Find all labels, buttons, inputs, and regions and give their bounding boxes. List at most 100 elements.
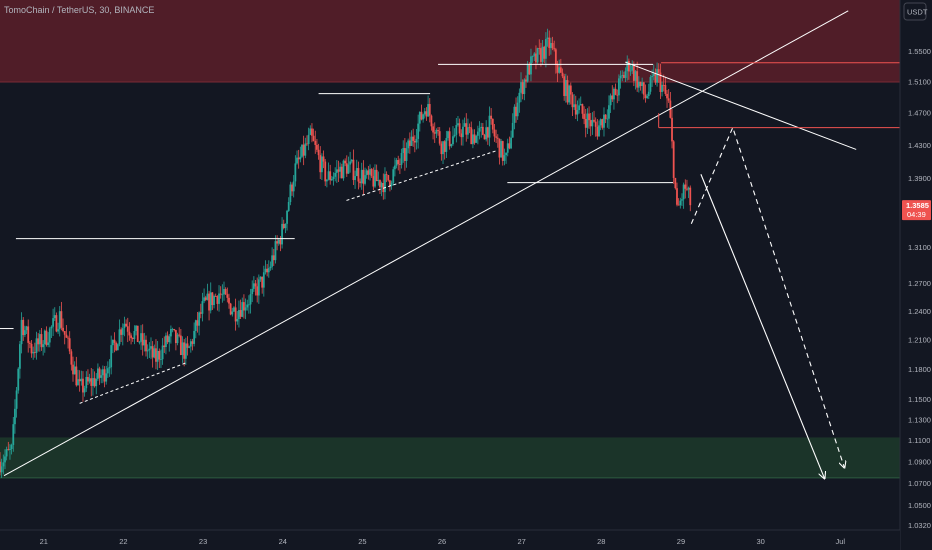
candle-body xyxy=(478,128,481,132)
candle-body xyxy=(588,113,590,121)
candles-layer xyxy=(0,28,692,478)
time-tick-label: 26 xyxy=(438,537,446,546)
time-tick-label: 23 xyxy=(199,537,207,546)
candle-body xyxy=(674,177,677,189)
candle-body xyxy=(188,346,191,348)
resistance-zone xyxy=(0,0,900,82)
candle-body xyxy=(566,80,569,103)
candle-body xyxy=(203,297,205,302)
candle-body xyxy=(443,141,446,152)
candle-body xyxy=(498,138,501,158)
candle-body xyxy=(394,165,396,170)
candle-body xyxy=(246,304,249,308)
candle-body xyxy=(279,239,282,245)
candle-body xyxy=(402,148,405,153)
candle-body xyxy=(423,111,426,115)
countdown-label: 04:39 xyxy=(907,210,926,219)
candle-body xyxy=(307,134,310,145)
dashed-line xyxy=(346,149,498,201)
candle-body xyxy=(60,311,63,328)
candle-body xyxy=(7,449,10,451)
candle-body xyxy=(408,140,411,146)
candle-body xyxy=(306,143,308,145)
candle-body xyxy=(252,283,255,289)
candle-body xyxy=(312,135,315,141)
price-tick-label: 1.2700 xyxy=(908,279,931,288)
candle-body xyxy=(274,241,277,261)
candle-body xyxy=(369,169,371,175)
candle-body xyxy=(553,48,556,50)
candle-body xyxy=(523,79,526,95)
candle-body xyxy=(535,53,537,63)
candle-body xyxy=(520,82,522,93)
candle-body xyxy=(211,292,214,306)
candle-body xyxy=(390,182,393,186)
candle-body xyxy=(410,136,413,146)
candle-body xyxy=(364,175,366,184)
candle-body xyxy=(387,175,390,181)
candle-body xyxy=(667,98,670,101)
candle-body xyxy=(28,342,31,344)
candle-body xyxy=(584,118,587,128)
candle-body xyxy=(111,339,114,346)
price-axis-bg xyxy=(900,0,932,550)
candle-body xyxy=(442,141,444,155)
price-axis[interactable]: 1.55001.51001.47001.43001.39001.35001.31… xyxy=(899,0,932,550)
candle-body xyxy=(294,163,297,182)
candle-body xyxy=(672,141,675,178)
candle-body xyxy=(385,174,388,176)
price-tick-label: 1.2400 xyxy=(908,307,931,316)
candle-body xyxy=(55,315,58,332)
candle-body xyxy=(462,126,464,138)
candle-body xyxy=(43,330,46,345)
last-price-label: 1.3585 xyxy=(906,201,929,210)
candle-body xyxy=(636,71,639,88)
candle-body xyxy=(496,137,499,139)
candle-body xyxy=(632,65,635,81)
candle-body xyxy=(148,348,151,351)
candle-body xyxy=(468,127,471,129)
candle-body xyxy=(365,170,368,176)
candle-body xyxy=(488,115,491,138)
candle-body xyxy=(194,320,197,331)
zones-layer xyxy=(0,0,900,479)
candle-body xyxy=(342,160,345,179)
candle-body xyxy=(450,144,453,147)
candle-body xyxy=(32,352,35,354)
candle-body xyxy=(135,325,137,332)
candle-body xyxy=(23,330,26,336)
candle-body xyxy=(604,114,607,119)
candle-body xyxy=(656,69,658,83)
candle-body xyxy=(340,166,343,179)
projection-dashed xyxy=(690,126,844,468)
time-tick-label: 29 xyxy=(677,537,685,546)
time-tick-label: 22 xyxy=(119,537,127,546)
time-axis[interactable]: 21 22 23 24 25 26 27 28 29 30 Jul xyxy=(0,529,900,550)
candle-body xyxy=(120,329,123,335)
candle-body xyxy=(634,71,637,81)
candle-body xyxy=(677,204,680,206)
candle-body xyxy=(257,279,260,296)
candle-body xyxy=(531,56,534,58)
candle-body xyxy=(166,335,169,343)
candle-body xyxy=(35,338,38,353)
candle-body xyxy=(45,330,48,345)
price-tick-label: 1.0900 xyxy=(908,457,931,466)
candle-body xyxy=(301,144,303,157)
candle-body xyxy=(243,302,245,311)
candle-body xyxy=(666,93,668,99)
candle-body xyxy=(493,129,496,137)
candle-body xyxy=(189,341,192,347)
candle-body xyxy=(621,75,624,76)
candle-body xyxy=(145,339,147,352)
candle-body xyxy=(400,152,403,165)
candle-body xyxy=(247,304,250,306)
candle-body xyxy=(161,345,164,360)
candle-body xyxy=(92,378,94,386)
candle-body xyxy=(236,319,239,322)
candle-body xyxy=(103,369,106,382)
candle-body xyxy=(486,127,489,138)
candle-body xyxy=(687,187,690,190)
candle-body xyxy=(661,84,663,92)
